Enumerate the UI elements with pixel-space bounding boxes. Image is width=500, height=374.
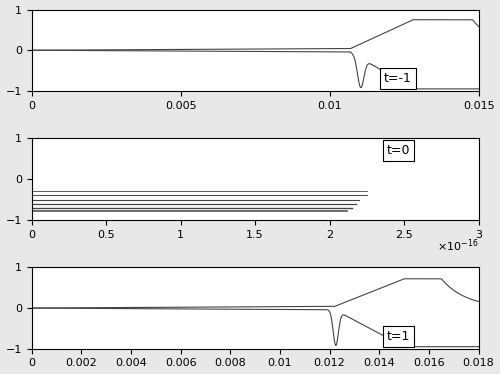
Text: t=-1: t=-1: [384, 72, 412, 85]
Text: t=0: t=0: [386, 144, 410, 157]
Text: t=1: t=1: [386, 330, 410, 343]
Text: $\times 10^{-16}$: $\times 10^{-16}$: [437, 238, 478, 254]
